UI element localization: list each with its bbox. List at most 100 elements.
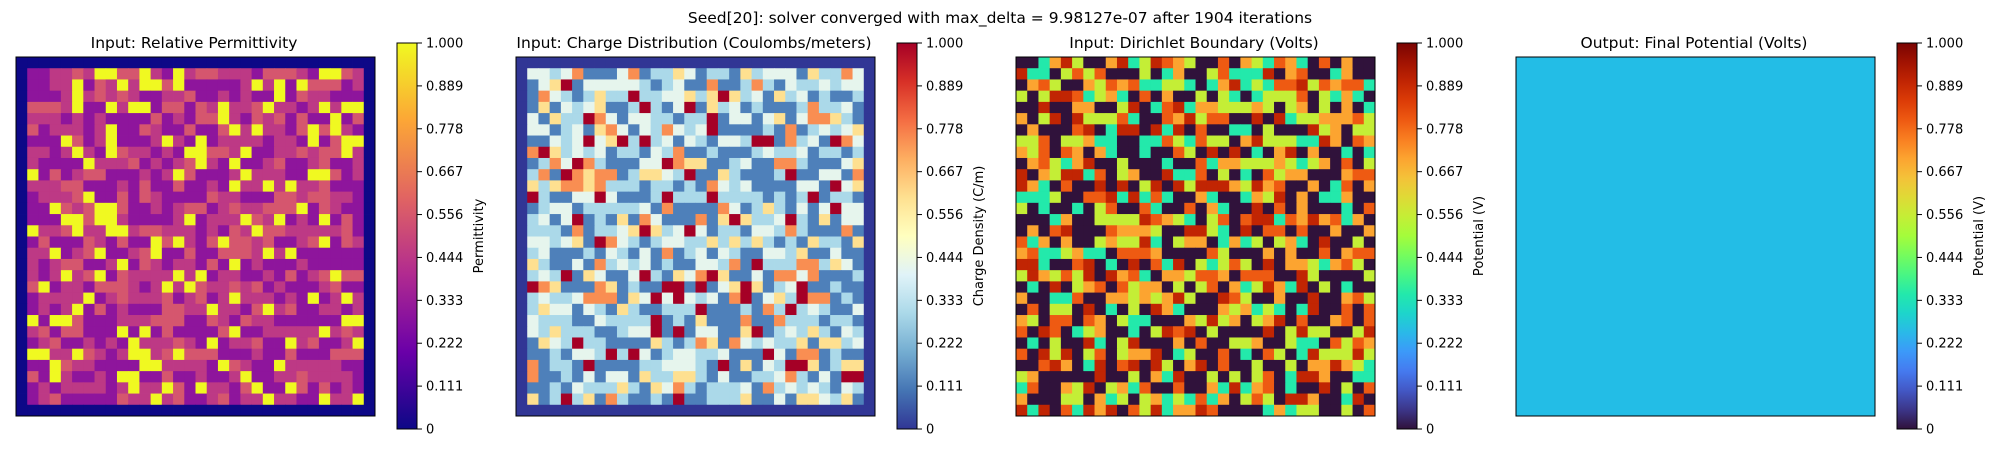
heatmap-cell [863,303,876,316]
heatmap-cell [1139,146,1152,159]
heatmap-cell [1217,258,1230,271]
heatmap-cell [105,169,118,181]
heatmap-cell [318,124,331,136]
heatmap-cell [105,258,118,271]
heatmap-cell [72,214,84,226]
heatmap-cell [1274,348,1286,361]
heatmap-cell [72,157,84,170]
heatmap-cell [1318,292,1331,305]
heatmap-cell [549,79,562,92]
heatmap-cell [1016,404,1028,417]
heatmap-cell [527,68,539,80]
heatmap-cell [818,404,831,417]
heatmap-cell [72,202,84,215]
heatmap-cell [72,113,84,125]
heatmap-cell [560,180,573,193]
heatmap-cell [1363,180,1376,193]
heatmap-cell [774,281,786,293]
heatmap-cell [1161,225,1174,237]
heatmap-cell [717,113,730,125]
heatmap-cell [1274,326,1286,338]
heatmap-cell [762,191,775,204]
heatmap-cell [206,348,219,361]
heatmap-cell [318,225,331,237]
heatmap-cell [1262,169,1275,181]
heatmap-cell [1262,326,1275,338]
heatmap-cell [527,258,539,271]
heatmap-cell [150,258,163,271]
heatmap-cell [830,236,842,249]
heatmap-cell [1184,337,1196,350]
heatmap-cell [161,124,174,136]
heatmap-cell [661,404,674,417]
heatmap-cell [818,270,831,282]
heatmap-cell [1363,135,1376,148]
heatmap-cell [796,202,809,215]
heatmap-cell [161,225,174,237]
heatmap-cell [307,348,320,361]
colorbar-tick-label: 0.444 [926,251,963,266]
heatmap-cell [560,247,573,260]
heatmap-cell [285,90,297,103]
heatmap-cell [251,101,264,114]
heatmap-cell [38,202,51,215]
heatmap-cell [1049,292,1062,305]
heatmap-cell [1150,68,1163,80]
heatmap-cell [852,68,865,80]
heatmap-cell [1274,135,1286,148]
heatmap-cell [27,169,39,181]
heatmap-cell [296,337,309,350]
heatmap-cell [274,90,286,103]
heatmap-cell [1307,146,1320,159]
heatmap-cell [27,393,39,406]
heatmap-cell [841,337,853,350]
heatmap-cell [1195,191,1208,204]
heatmap-cell [1206,157,1219,170]
heatmap-cell [251,191,264,204]
heatmap-cell [330,393,342,406]
heatmap-cell [605,393,618,406]
heatmap-cell [785,180,797,193]
heatmap-cell [830,303,842,316]
heatmap-cell [105,359,118,372]
heatmap-cell [594,236,607,249]
heatmap-cell [684,68,696,80]
heatmap-cell [774,79,786,92]
heatmap-cell [105,146,118,159]
heatmap-cell [150,157,163,170]
heatmap-cell [785,202,797,215]
heatmap-cell [1060,79,1073,92]
heatmap-cell [818,202,831,215]
heatmap-cell [560,135,573,148]
heatmap-cell [560,169,573,181]
heatmap-cell [863,326,876,338]
heatmap-cell [616,79,629,92]
heatmap-cell [251,247,264,260]
heatmap-cell [330,225,342,237]
heatmap-cell [830,348,842,361]
heatmap-cell [116,169,129,181]
heatmap-cell [740,101,752,114]
heatmap-cell [740,281,752,293]
heatmap-cell [1150,337,1163,350]
heatmap-cell [1285,326,1297,338]
heatmap-cell [1049,247,1062,260]
heatmap-cell [863,348,876,361]
heatmap-cell [1206,180,1219,193]
heatmap-cell [1229,393,1241,406]
colorbar-tick-label: 0.778 [926,122,963,137]
heatmap-cell [863,359,876,372]
heatmap-cell [1240,315,1252,327]
heatmap-cell [516,393,528,406]
heatmap-cell [1038,146,1051,159]
heatmap-cell [572,393,584,406]
heatmap-cell [572,169,584,181]
heatmap-cell [1195,101,1208,114]
heatmap-cell [605,359,618,372]
heatmap-cell [229,404,241,417]
heatmap-cell [538,337,551,350]
heatmap-cell [863,191,876,204]
heatmap-cell [841,303,853,316]
colorbar-tick-label: 0.444 [1426,251,1463,266]
heatmap-cell [729,281,741,293]
